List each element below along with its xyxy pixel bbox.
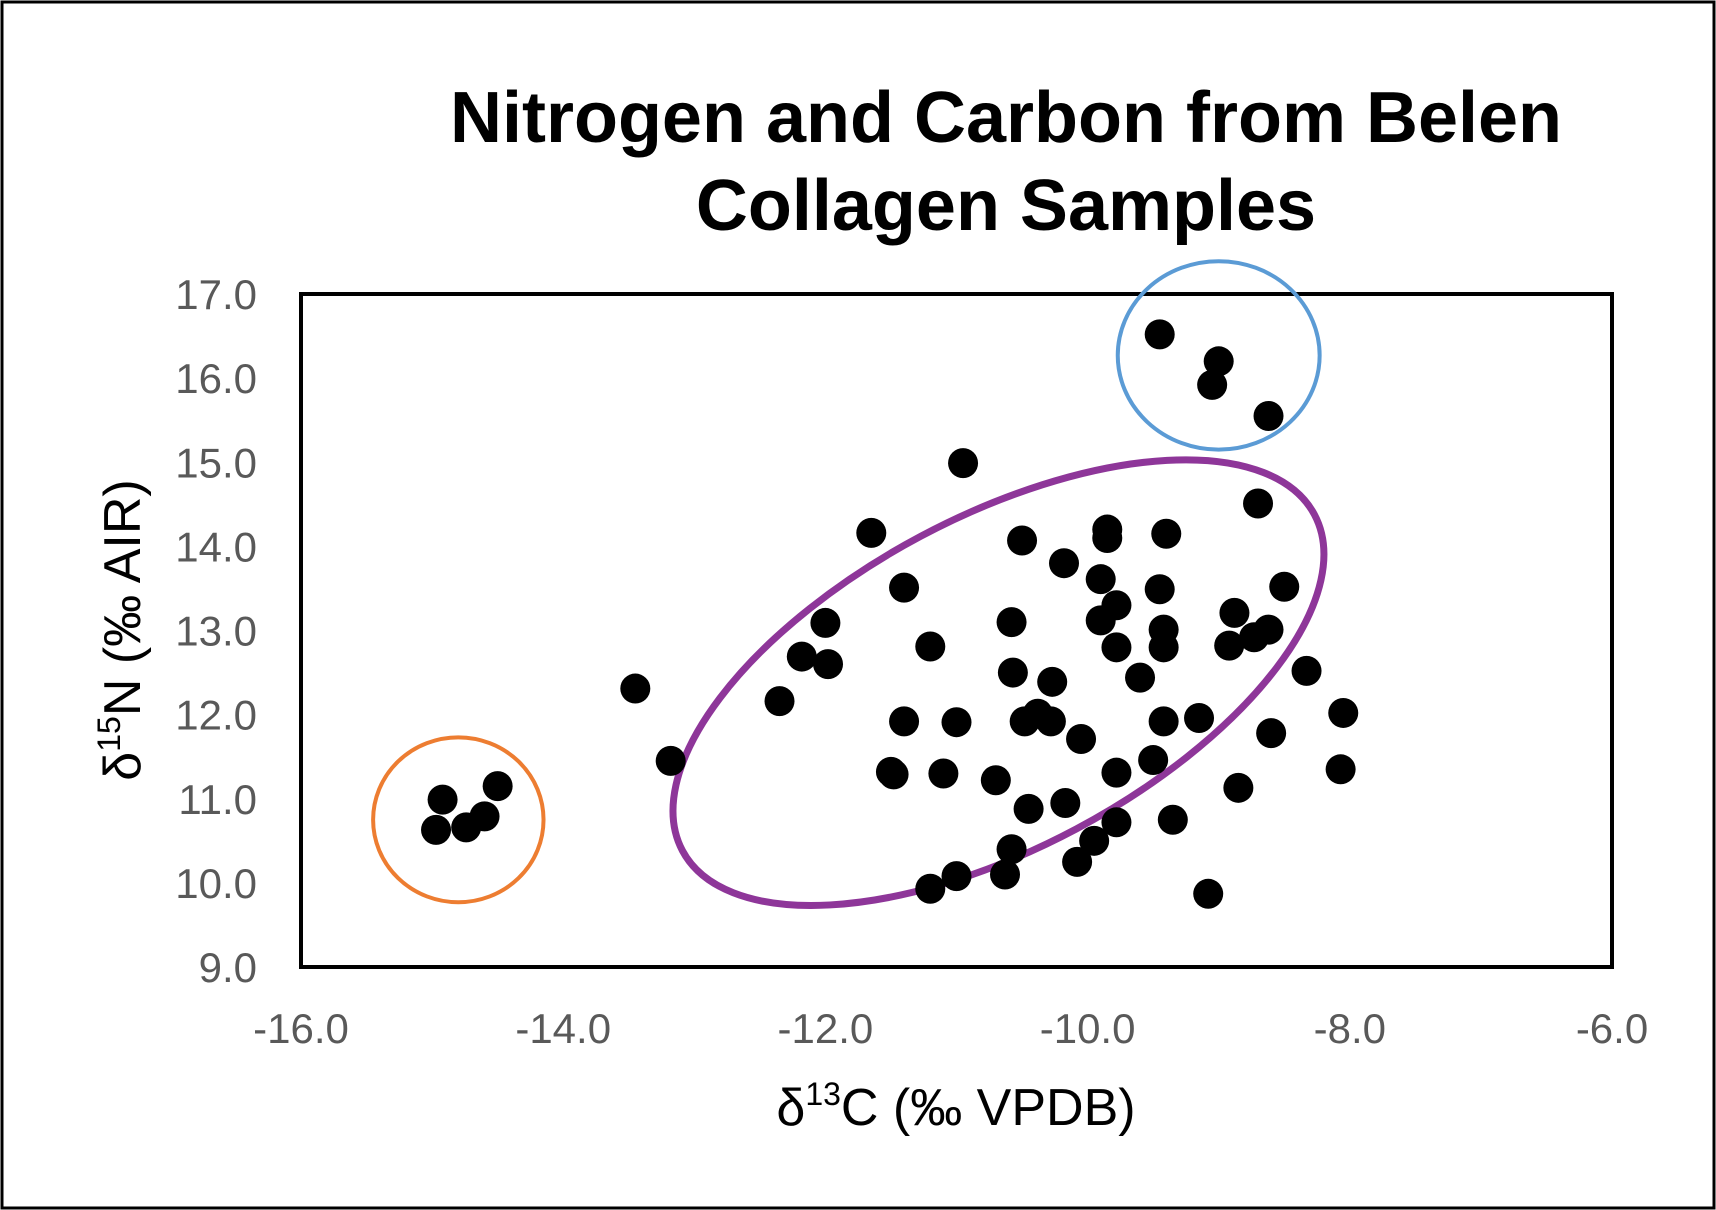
data-point-7 xyxy=(764,686,795,717)
y-tick-label: 16.0 xyxy=(175,355,257,402)
data-point-46 xyxy=(1125,662,1156,693)
data-point-20 xyxy=(941,861,972,892)
data-point-18 xyxy=(928,758,959,789)
data-point-68 xyxy=(1203,346,1234,377)
y-axis-ticks: 9.0 10.0 11.0 12.0 13.0 14.0 15.0 16.0 17.0 xyxy=(175,271,257,991)
data-point-45 xyxy=(1101,807,1132,838)
data-point-65 xyxy=(1328,697,1359,728)
y-tick-label: 13.0 xyxy=(175,608,257,655)
y-tick-label: 14.0 xyxy=(175,523,257,570)
data-point-26 xyxy=(997,657,1028,688)
data-point-9 xyxy=(810,607,841,638)
data-point-41 xyxy=(1092,522,1123,553)
y-tick-label: 17.0 xyxy=(175,271,257,318)
x-axis-label-superscript: 13 xyxy=(805,1076,841,1112)
cluster-ellipses xyxy=(371,259,1328,909)
data-point-13 xyxy=(878,759,909,790)
data-point-25 xyxy=(996,607,1027,638)
y-tick-label: 11.0 xyxy=(178,776,257,823)
data-point-55 xyxy=(1193,878,1224,909)
data-point-69 xyxy=(1197,369,1228,400)
data-point-15 xyxy=(889,706,920,737)
data-point-56 xyxy=(1214,630,1245,661)
data-point-10 xyxy=(813,649,844,680)
x-tick-label: -10.0 xyxy=(1040,1005,1136,1052)
y-axis-label-rest: N (‰ AIR) xyxy=(94,479,152,716)
data-point-63 xyxy=(1269,571,1300,602)
data-point-64 xyxy=(1291,655,1322,686)
data-point-57 xyxy=(1219,597,1250,628)
data-point-6 xyxy=(655,745,686,776)
chart-title-line-1: Nitrogen and Carbon from Belen xyxy=(450,78,1562,158)
data-point-1 xyxy=(427,784,458,815)
x-axis-label: δ13C (‰ VPDB) xyxy=(776,1076,1135,1137)
x-tick-label: -6.0 xyxy=(1576,1005,1648,1052)
y-tick-label: 10.0 xyxy=(175,860,257,907)
data-point-31 xyxy=(1035,706,1066,737)
cluster-ellipse-0 xyxy=(371,735,546,905)
x-axis-ticks: -16.0 -14.0 -12.0 -10.0 -8.0 -6.0 xyxy=(253,1005,1648,1052)
data-point-21 xyxy=(948,448,979,479)
data-point-11 xyxy=(856,517,887,548)
data-point-61 xyxy=(1253,614,1284,645)
data-point-34 xyxy=(1050,787,1081,818)
chart-title-line-2: Collagen Samples xyxy=(696,166,1316,246)
data-point-50 xyxy=(1148,614,1179,645)
data-point-66 xyxy=(1325,754,1356,785)
data-point-52 xyxy=(1151,518,1182,549)
data-point-43 xyxy=(1101,632,1132,663)
data-point-27 xyxy=(1007,525,1038,556)
data-point-36 xyxy=(1066,724,1097,755)
x-tick-label: -12.0 xyxy=(778,1005,874,1052)
data-point-67 xyxy=(1144,319,1175,350)
data-point-32 xyxy=(1037,666,1068,697)
data-point-5 xyxy=(620,673,651,704)
data-point-19 xyxy=(941,707,972,738)
x-axis-label-prefix: δ xyxy=(776,1079,805,1137)
data-point-54 xyxy=(1184,702,1215,733)
x-tick-label: -16.0 xyxy=(253,1005,349,1052)
data-point-14 xyxy=(889,572,920,603)
cluster-ellipse-1 xyxy=(1115,259,1322,452)
data-point-48 xyxy=(1144,574,1175,605)
data-point-22 xyxy=(980,765,1011,796)
y-axis-label-prefix: δ xyxy=(94,752,152,781)
data-point-70 xyxy=(1253,400,1284,431)
y-tick-label: 9.0 xyxy=(199,944,257,991)
plot-area-border xyxy=(299,292,1614,969)
data-point-17 xyxy=(915,873,946,904)
y-axis-label: δ15N (‰ AIR) xyxy=(91,479,152,780)
data-point-42 xyxy=(1101,590,1132,621)
data-point-4 xyxy=(482,771,513,802)
data-point-35 xyxy=(1062,846,1093,877)
data-point-23 xyxy=(990,859,1021,890)
data-point-47 xyxy=(1138,745,1169,776)
data-point-0 xyxy=(421,814,452,845)
data-point-24 xyxy=(996,834,1027,865)
data-point-37 xyxy=(1079,825,1110,856)
x-tick-label: -14.0 xyxy=(515,1005,611,1052)
data-point-38 xyxy=(1085,564,1116,595)
data-point-58 xyxy=(1223,772,1254,803)
y-tick-label: 12.0 xyxy=(175,692,257,739)
y-tick-label: 15.0 xyxy=(175,439,257,486)
data-point-8 xyxy=(786,641,817,672)
data-point-60 xyxy=(1243,488,1274,519)
y-axis-label-superscript: 15 xyxy=(91,716,127,752)
data-point-51 xyxy=(1148,706,1179,737)
data-point-62 xyxy=(1256,718,1287,749)
data-point-53 xyxy=(1157,804,1188,835)
data-points xyxy=(421,319,1359,909)
cluster-ellipse-2 xyxy=(669,456,1328,909)
data-point-3 xyxy=(469,801,500,832)
data-point-44 xyxy=(1101,757,1132,788)
data-point-16 xyxy=(915,631,946,662)
x-tick-label: -8.0 xyxy=(1314,1005,1386,1052)
data-point-29 xyxy=(1013,793,1044,824)
x-axis-label-rest: C (‰ VPDB) xyxy=(841,1079,1136,1137)
data-point-33 xyxy=(1049,548,1080,579)
